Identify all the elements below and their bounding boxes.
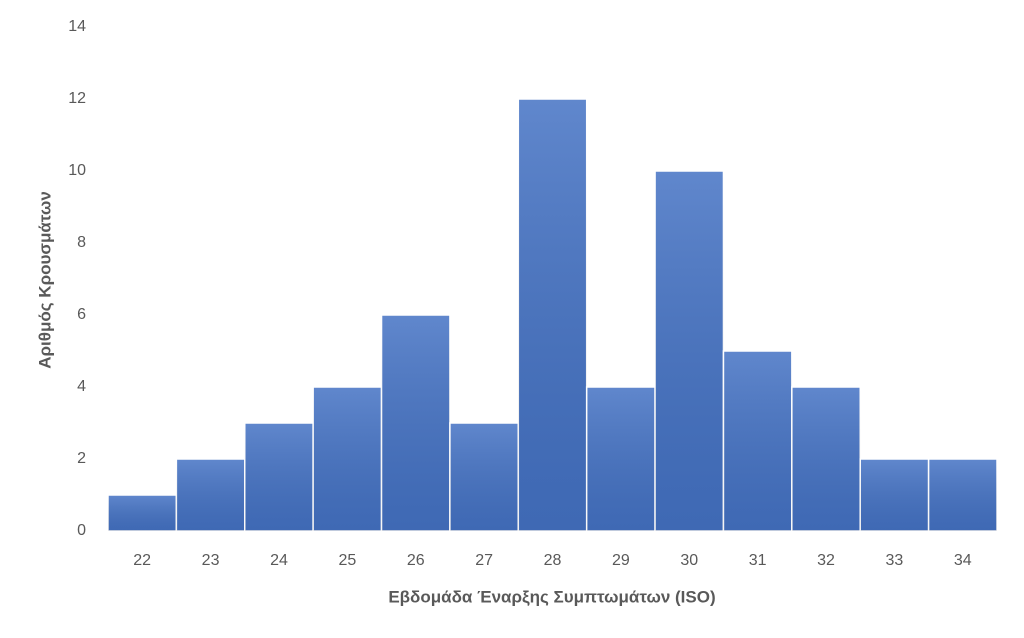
x-tick-label: 22 <box>133 552 151 569</box>
bar <box>380 314 451 532</box>
bar <box>927 458 998 532</box>
y-tick-label: 8 <box>77 234 86 251</box>
bar <box>791 386 861 532</box>
y-tick-label: 10 <box>68 162 86 179</box>
x-tick-label: 33 <box>886 552 904 569</box>
x-tick-label: 26 <box>407 552 425 569</box>
x-tick-label: 32 <box>817 552 835 569</box>
y-tick-label: 6 <box>77 306 86 323</box>
y-tick-label: 14 <box>68 18 86 35</box>
bar <box>107 494 178 532</box>
bar <box>654 170 725 532</box>
x-tick-label: 25 <box>338 552 356 569</box>
y-tick-label: 12 <box>68 90 86 107</box>
x-tick-label: 30 <box>680 552 698 569</box>
x-tick-label: 24 <box>270 552 288 569</box>
bar <box>449 422 520 532</box>
x-axis-title: Εβδομάδα Έναρξης Συμπτωμάτων (ISO) <box>388 587 715 606</box>
y-tick-label: 4 <box>77 378 86 395</box>
bar <box>175 458 246 532</box>
bar <box>517 98 588 532</box>
bar <box>859 458 930 532</box>
bar <box>722 350 793 532</box>
bar <box>312 386 383 532</box>
bar <box>244 422 314 532</box>
x-tick-label: 31 <box>749 552 767 569</box>
y-tick-label: 2 <box>77 450 86 467</box>
y-tick-label: 0 <box>77 522 86 539</box>
y-axis-title: Αριθμός Κρουσμάτων <box>35 191 54 369</box>
x-tick-label: 34 <box>954 552 972 569</box>
x-tick-label: 23 <box>202 552 220 569</box>
x-tick-label: 27 <box>475 552 493 569</box>
x-tick-label: 29 <box>612 552 630 569</box>
x-tick-label: 28 <box>544 552 562 569</box>
bar <box>585 386 656 532</box>
